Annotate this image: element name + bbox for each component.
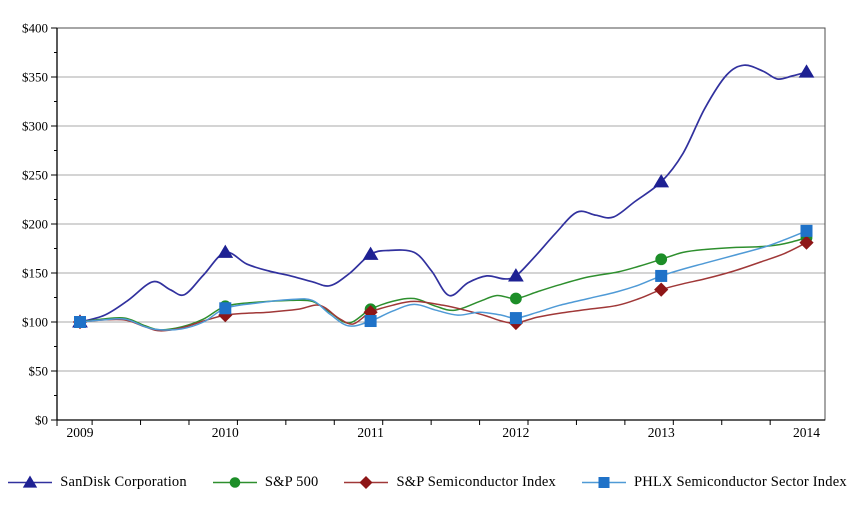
legend-label: S&P 500 [264,473,319,490]
x-axis-label: 2014 [793,425,820,440]
marker-sandisk-corporation-2014 [798,64,815,78]
series-line-s-p-semiconductor-index [79,241,807,332]
y-axis-label: $50 [29,364,49,379]
marker-phlx-semiconductor-sector-index-2013 [655,269,668,282]
marker-s-p-500-2012 [510,292,522,305]
legend-item-phlx-semiconductor-sector-index: PHLX Semiconductor Sector Index [581,474,847,491]
marker-sandisk-corporation-2013 [653,174,670,188]
y-axis-label: $300 [22,119,48,134]
series-line-sandisk-corporation [79,64,807,323]
legend-label: SanDisk Corporation [60,473,187,490]
series-line-s-p-500 [79,236,807,331]
marker-s-p-semiconductor-index-2014 [799,235,814,250]
legend-item-sp-500: S&P 500 [212,474,319,491]
x-axis-label: 2011 [357,425,384,440]
legend-item-sp-semiconductor-index: S&P Semiconductor Index [343,474,556,491]
y-axis-label: $350 [22,70,48,85]
marker-sandisk-corporation-2012 [508,268,524,282]
legend-triangle-glyph [23,475,38,488]
x-axis-label: 2013 [648,425,675,440]
chart-legend: SanDisk Corporation S&P 500 S&P Semicond… [0,467,854,497]
marker-phlx-semiconductor-sector-index-2012 [509,312,522,325]
legend-circle-glyph [229,476,241,488]
legend-square-glyph [598,476,610,488]
diamond-marker-icon [344,475,389,489]
chart-plot-area: $0 $50 $100 $150 $200 $250 $300 $350 $400 2009 201… [22,21,826,440]
marker-sandisk-corporation-2010 [217,244,234,258]
y-axis-label: $0 [35,413,48,428]
circle-marker-icon [212,476,257,488]
marker-phlx-semiconductor-sector-index-2010 [219,302,232,315]
series-line-phlx-semiconductor-sector-index [79,230,807,331]
legend-label: S&P Semiconductor Index [396,473,557,490]
triangle-marker-icon [8,475,53,488]
square-marker-icon [582,476,627,488]
x-axis-label: 2010 [212,425,239,440]
legend-diamond-glyph [359,475,373,489]
y-axis-label: $400 [22,21,48,36]
legend-label: PHLX Semiconductor Sector Index [634,473,847,490]
marker-sandisk-corporation-2011 [362,246,379,260]
legend-item-sandisk-corporation: SanDisk Corporation [7,474,187,491]
x-axis-label: 2009 [67,425,94,440]
marker-s-p-semiconductor-index-2013 [654,282,669,297]
x-axis-label: 2012 [502,425,529,440]
y-axis-label: $250 [22,168,48,183]
marker-s-p-500-2013 [655,253,668,266]
marker-phlx-semiconductor-sector-index-2009 [74,316,86,328]
y-axis-label: $100 [22,315,48,330]
y-axis-label: $150 [22,266,48,281]
marker-phlx-semiconductor-sector-index-2011 [364,315,377,328]
y-axis-label: $200 [22,217,48,232]
marker-phlx-semiconductor-sector-index-2014 [800,224,813,237]
